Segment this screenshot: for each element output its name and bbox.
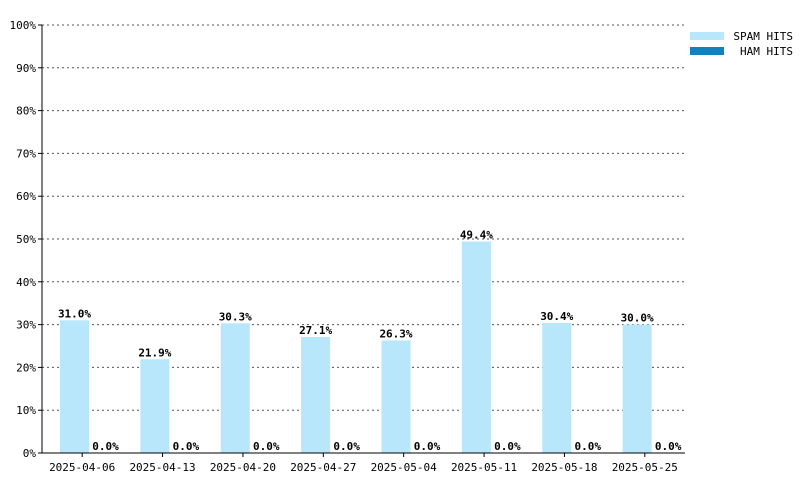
legend: SPAM HITS HAM HITS <box>690 30 793 58</box>
y-tick-label: 20% <box>16 361 36 374</box>
data-label-ham-hits: 0.0% <box>575 440 602 453</box>
x-tick-label: 2025-04-27 <box>290 461 356 474</box>
data-label-spam-hits: 30.0% <box>621 312 654 325</box>
axes <box>41 25 685 454</box>
data-label-ham-hits: 0.0% <box>253 440 280 453</box>
data-label-ham-hits: 0.0% <box>92 440 119 453</box>
data-label-ham-hits: 0.0% <box>173 440 200 453</box>
y-tick-label: 10% <box>16 404 36 417</box>
bar-spam-hits <box>140 359 170 453</box>
bar-spam-hits <box>381 340 411 453</box>
x-tick-label: 2025-05-11 <box>451 461 517 474</box>
data-label-spam-hits: 49.4% <box>460 229 493 242</box>
y-tick-label: 90% <box>16 62 36 75</box>
y-tick-label: 100% <box>10 19 37 32</box>
x-tick-label: 2025-04-20 <box>210 461 276 474</box>
bar-spam-hits <box>60 320 89 453</box>
x-axis-ticks: 2025-04-06 2025-04-13 2025-04-20 2025-04-27… <box>49 453 678 474</box>
bar-spam-hits <box>301 337 331 453</box>
data-label-spam-hits: 26.3% <box>379 327 412 340</box>
bar-spam-hits <box>461 241 491 453</box>
x-tick-label: 2025-05-18 <box>531 461 597 474</box>
bar-spam-hits <box>622 324 652 453</box>
gridlines <box>42 24 685 411</box>
data-label-ham-hits: 0.0% <box>333 440 360 453</box>
y-tick-label: 50% <box>16 233 36 246</box>
y-tick-label: 70% <box>16 147 36 160</box>
y-tick-label: 80% <box>16 105 36 118</box>
data-label-spam-hits: 31.0% <box>58 307 91 320</box>
data-label-ham-hits: 0.0% <box>414 440 441 453</box>
data-labels: 31.0% 0.0% 21.9% 0.0% 30.3% 0.0% 27.1% 0.0% 26.3… <box>58 229 682 453</box>
legend-swatch <box>690 47 724 55</box>
data-label-spam-hits: 30.3% <box>219 310 252 323</box>
data-label-ham-hits: 0.0% <box>655 440 682 453</box>
y-tick-label: 0% <box>23 447 37 460</box>
legend-label: SPAM HITS <box>733 30 793 43</box>
data-label-spam-hits: 27.1% <box>299 324 332 337</box>
bars <box>60 241 652 453</box>
x-tick-label: 2025-05-04 <box>371 461 438 474</box>
x-tick-label: 2025-05-25 <box>612 461 678 474</box>
legend-swatch <box>690 32 724 40</box>
data-label-spam-hits: 30.4% <box>540 310 573 323</box>
bar-spam-hits <box>220 323 250 453</box>
y-tick-label: 60% <box>16 190 36 203</box>
y-tick-label: 30% <box>16 319 36 332</box>
x-tick-label: 2025-04-13 <box>129 461 195 474</box>
data-label-ham-hits: 0.0% <box>494 440 521 453</box>
legend-label: HAM HITS <box>740 45 793 58</box>
bar-spam-hits <box>542 322 572 453</box>
x-tick-label: 2025-04-06 <box>49 461 115 474</box>
data-label-spam-hits: 21.9% <box>138 346 171 359</box>
y-tick-label: 40% <box>16 276 36 289</box>
y-axis-ticks: 0% 10% 20% 30% 40% 50% 60% 70% 80% 90% 100% <box>10 19 42 460</box>
